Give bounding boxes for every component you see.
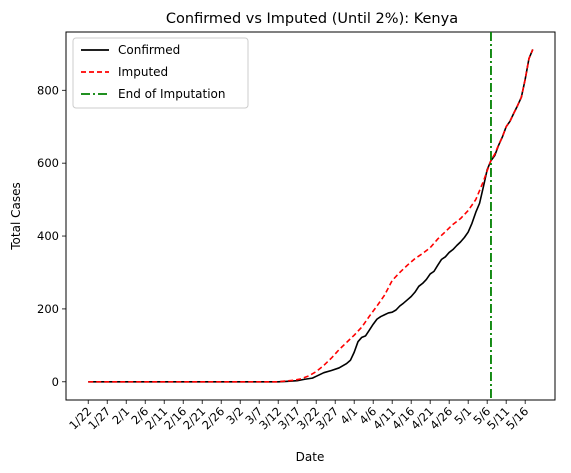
legend-label-end-of-imputation: End of Imputation	[118, 87, 226, 101]
legend-box	[72, 37, 249, 109]
x-axis-label: Date	[296, 450, 325, 464]
y-tick-label: 200	[37, 302, 59, 316]
series-layer	[88, 49, 534, 383]
legend: Confirmed Imputed End of Imputation	[72, 37, 249, 109]
y-tick-label: 400	[37, 229, 59, 243]
plot-area	[65, 31, 556, 401]
y-tick-label: 0	[52, 375, 59, 389]
x-tick-label: 5/16	[503, 404, 531, 432]
y-tick-label: 600	[37, 156, 59, 170]
y-axis-label: Total Cases	[9, 182, 23, 250]
y-axis-ticks: 0 200 400 600 800	[37, 83, 66, 389]
series-line-imputed	[88, 49, 534, 383]
chart-title: Confirmed vs Imputed (Until 2%): Kenya	[166, 11, 458, 27]
x-axis-ticks: 1/221/272/12/62/112/162/212/263/23/73/12…	[66, 400, 531, 432]
legend-label-confirmed: Confirmed	[118, 43, 180, 57]
y-tick-label: 800	[37, 83, 59, 97]
legend-label-imputed: Imputed	[118, 65, 168, 79]
